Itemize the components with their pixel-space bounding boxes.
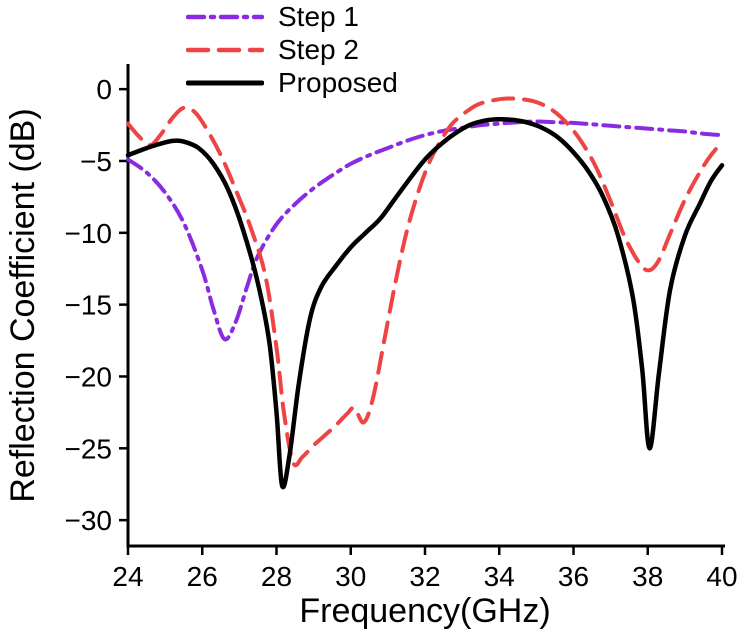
- chart-legend: Step 1 Step 2 Proposed: [186, 0, 398, 99]
- x-tick-label: 36: [558, 561, 589, 592]
- legend-item-proposed: Proposed: [186, 66, 398, 99]
- y-tick-label: −10: [65, 218, 113, 249]
- legend-item-step1: Step 1: [186, 0, 398, 33]
- legend-line-proposed-icon: [186, 80, 264, 85]
- legend-line-step1-icon: [186, 14, 264, 19]
- y-tick-label: −20: [65, 361, 113, 392]
- series-line-step-1: [126, 119, 724, 342]
- series-line-proposed: [125, 117, 725, 490]
- x-tick-label: 26: [187, 561, 218, 592]
- legend-label-step2: Step 2: [278, 33, 359, 65]
- x-tick-label: 32: [409, 561, 440, 592]
- legend-item-step2: Step 2: [186, 33, 398, 66]
- x-tick-label: 30: [335, 561, 366, 592]
- x-tick-label: 38: [632, 561, 663, 592]
- x-tick-label: 40: [706, 561, 737, 592]
- x-axis-title: Frequency(GHz): [299, 592, 551, 630]
- x-tick-label: 28: [261, 561, 292, 592]
- x-tick-label: 24: [112, 561, 143, 592]
- y-tick-label: −15: [65, 290, 113, 321]
- y-tick-label: 0: [96, 74, 112, 105]
- legend-line-step2-icon: [186, 47, 264, 52]
- legend-label-step1: Step 1: [278, 0, 359, 32]
- legend-label-proposed: Proposed: [278, 66, 398, 98]
- y-axis-title: Reflection Coefficient (dB): [3, 108, 42, 503]
- series-line-step-2: [126, 96, 724, 468]
- y-tick-label: −5: [80, 146, 112, 177]
- y-tick-label: −30: [65, 505, 113, 536]
- x-tick-label: 34: [484, 561, 515, 592]
- y-tick-label: −25: [65, 433, 113, 464]
